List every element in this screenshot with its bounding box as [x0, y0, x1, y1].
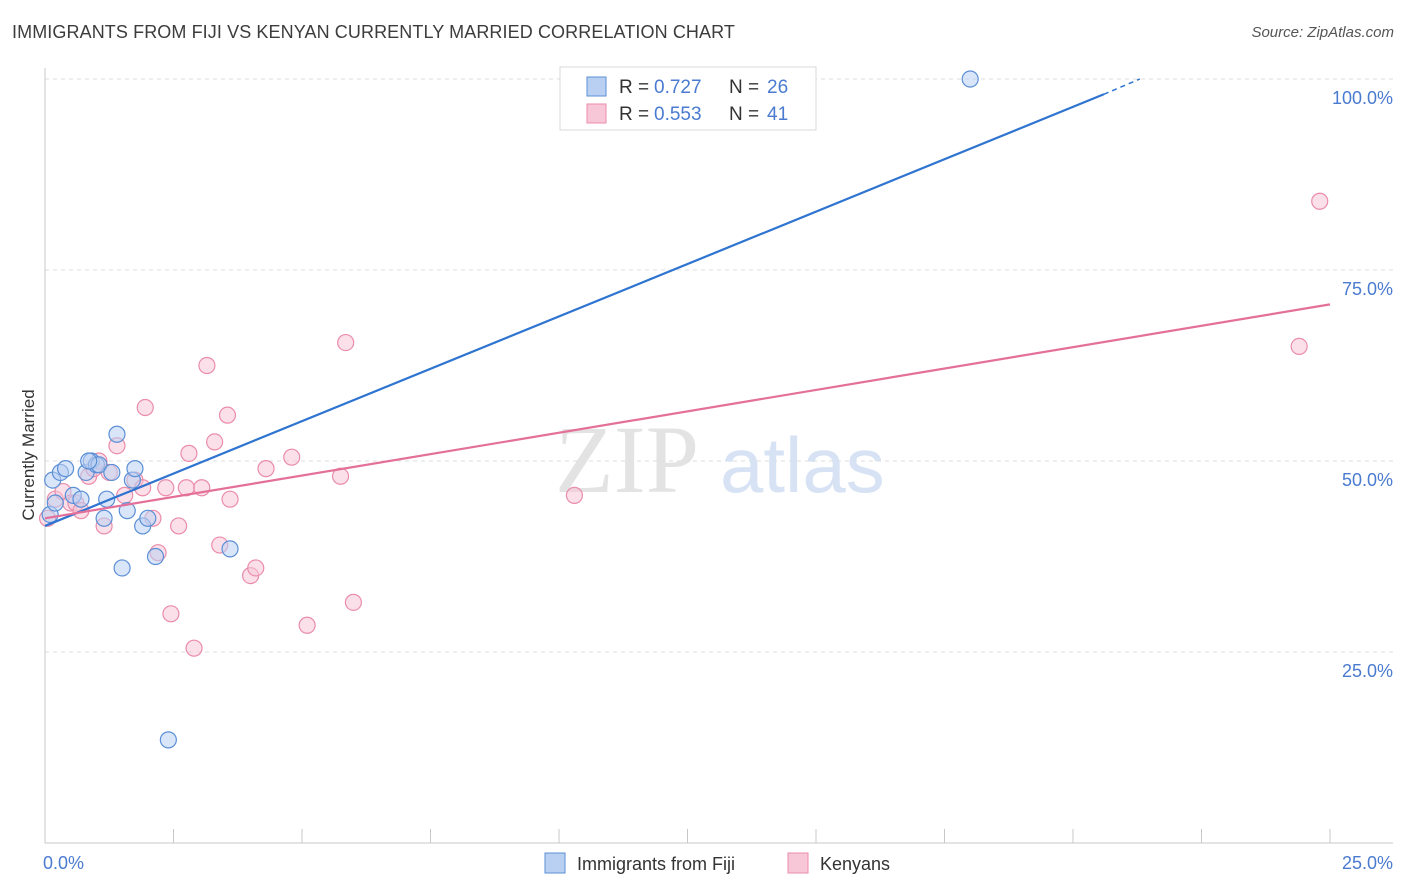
- legend-swatch-fiji: [586, 76, 607, 97]
- fiji-point: [113, 559, 131, 577]
- legend-n-label-fiji: N =: [729, 77, 759, 98]
- kenyan-point: [337, 333, 355, 352]
- kenyan-point: [257, 460, 275, 478]
- fiji-point: [72, 490, 90, 508]
- bottom-legend-label-kenyan: Kenyans: [820, 854, 890, 874]
- fiji-point: [126, 460, 144, 478]
- fiji-point: [146, 547, 165, 566]
- legend-r-value-fiji: 0.727: [654, 77, 702, 98]
- kenyan-point: [344, 593, 362, 611]
- fiji-point: [95, 509, 113, 527]
- kenyan-point: [136, 398, 154, 417]
- kenyan-point: [1311, 192, 1329, 210]
- kenyan-point: [206, 433, 224, 451]
- kenyan-point: [157, 479, 175, 497]
- bottom-legend-swatch-kenyan: [787, 852, 809, 874]
- fiji-point: [80, 452, 98, 470]
- fiji-point: [221, 540, 239, 558]
- fiji-point: [46, 494, 64, 512]
- fiji-point: [118, 502, 136, 520]
- y-tick-label: 75.0%: [1342, 279, 1393, 299]
- fiji-point: [139, 509, 157, 527]
- x-tick-label: 25.0%: [1342, 853, 1393, 873]
- kenyan-point: [298, 616, 316, 634]
- bottom-legend-label-fiji: Immigrants from Fiji: [577, 854, 735, 874]
- axes: [44, 68, 1393, 844]
- tick-labels: 25.0% 50.0% 75.0% 100.0% 0.0% 25.0%: [43, 88, 1393, 873]
- watermark: ZIP atlas: [555, 406, 885, 513]
- y-tick-label: 100.0%: [1332, 88, 1393, 108]
- y-axis-title: Currently Married: [19, 389, 38, 520]
- kenyan-point: [221, 490, 239, 508]
- kenyan-point: [283, 448, 301, 466]
- kenyan-point: [218, 406, 237, 424]
- bottom-legend: Immigrants from Fiji Kenyans: [544, 852, 890, 874]
- kenyan-point: [198, 356, 216, 375]
- x-tick-label: 0.0%: [43, 853, 84, 873]
- legend-r-label-kenyan: R =: [619, 104, 649, 125]
- kenyan-point: [180, 444, 198, 462]
- legend-n-value-kenyan: 41: [767, 104, 788, 125]
- y-tick-label: 50.0%: [1342, 470, 1393, 490]
- kenyan-point: [162, 605, 180, 623]
- legend-n-label-kenyan: N =: [729, 104, 759, 125]
- fiji-point: [961, 70, 979, 88]
- fiji-trend-extension: [1103, 78, 1141, 95]
- fiji-series: [41, 70, 979, 749]
- legend-box: R = 0.727 N = 26 R = 0.553 N = 41: [559, 66, 817, 131]
- kenyan-point: [247, 559, 265, 577]
- kenyan-point: [565, 486, 584, 504]
- kenyan-trend-line: [44, 303, 1331, 520]
- y-tick-label: 25.0%: [1342, 661, 1393, 681]
- bottom-legend-swatch-fiji: [544, 852, 566, 874]
- grid-lines: [45, 78, 1393, 653]
- fiji-trend-line: [44, 93, 1105, 527]
- fiji-point: [108, 425, 126, 443]
- kenyan-point: [170, 517, 188, 535]
- legend-n-value-fiji: 26: [767, 77, 788, 98]
- legend-swatch-kenyan: [586, 103, 607, 124]
- watermark-atlas: atlas: [720, 421, 885, 509]
- trend-lines: [44, 78, 1331, 527]
- chart-title: IMMIGRANTS FROM FIJI VS KENYAN CURRENTLY…: [12, 22, 735, 42]
- legend-r-value-kenyan: 0.553: [654, 104, 702, 125]
- kenyan-point: [185, 639, 203, 657]
- kenyan-point: [1290, 337, 1308, 355]
- fiji-point: [103, 463, 121, 482]
- legend-r-label-fiji: R =: [619, 77, 649, 98]
- fiji-point: [159, 731, 177, 749]
- source-label: Source: ZipAtlas.com: [1251, 24, 1394, 41]
- fiji-point: [56, 460, 75, 478]
